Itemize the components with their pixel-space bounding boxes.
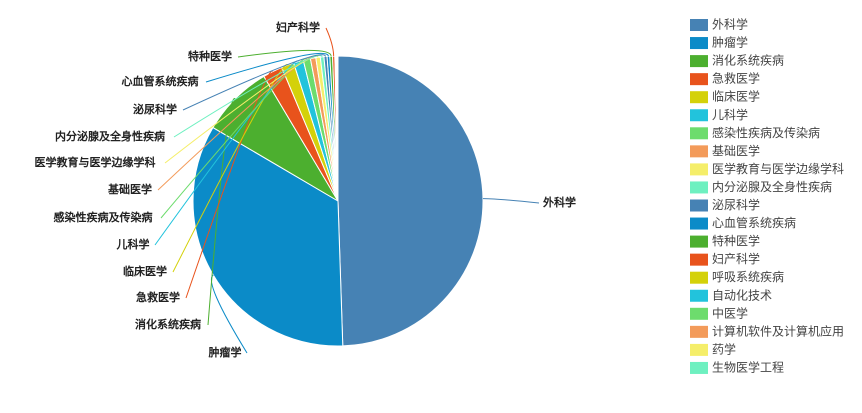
legend-swatch: [690, 19, 708, 31]
legend-label: 特种医学: [712, 233, 760, 248]
legend-swatch: [690, 236, 708, 248]
slice-label: 内分泌腺及全身性疾病: [55, 129, 165, 143]
legend-swatch: [690, 308, 708, 320]
legend-swatch: [690, 218, 708, 230]
legend-label: 妇产科学: [712, 251, 760, 266]
slice-label: 临床医学: [123, 264, 167, 278]
legend-swatch: [690, 73, 708, 85]
legend-label: 生物医学工程: [712, 359, 784, 374]
legend-label: 心血管系统疾病: [712, 215, 796, 230]
legend-swatch: [690, 145, 708, 157]
legend-label: 儿科学: [712, 107, 748, 122]
legend-label: 临床医学: [712, 89, 760, 104]
legend-swatch: [690, 55, 708, 67]
legend-swatch: [690, 91, 708, 103]
legend-label: 自动化技术: [712, 288, 772, 302]
legend-swatch: [690, 254, 708, 266]
pie-slice: [338, 56, 483, 346]
slice-label: 泌尿科学: [133, 102, 177, 116]
legend-label: 医学教育与医学边缘学科: [712, 161, 844, 176]
legend-swatch: [690, 362, 708, 374]
legend-label: 感染性疾病及传染病: [712, 125, 820, 140]
slice-label: 妇产科学: [275, 20, 320, 34]
slice-label: 心血管系统疾病: [122, 74, 199, 88]
legend-swatch: [690, 272, 708, 284]
legend-label: 肿瘤学: [712, 35, 748, 50]
slice-label: 外科学: [542, 195, 576, 209]
slice-label: 基础医学: [107, 182, 152, 196]
legend-swatch: [690, 181, 708, 193]
legend-swatch: [690, 344, 708, 356]
legend-label: 基础医学: [712, 143, 760, 158]
legend-label: 呼吸系统疾病: [712, 269, 784, 284]
legend-swatch: [690, 326, 708, 338]
legend-label: 急救医学: [712, 71, 760, 86]
legend-swatch: [690, 109, 708, 121]
legend-swatch: [690, 37, 708, 49]
slice-label: 特种医学: [188, 49, 232, 63]
legend-label: 泌尿科学: [712, 197, 760, 212]
legend-label: 计算机软件及计算机应用: [712, 323, 844, 338]
legend-swatch: [690, 290, 708, 302]
legend-swatch: [690, 127, 708, 139]
legend-label: 消化系统疾病: [712, 53, 784, 68]
slice-label: 肿瘤学: [209, 345, 242, 359]
legend-label: 药学: [712, 341, 736, 356]
legend-label: 中医学: [712, 305, 748, 320]
leader-line: [483, 199, 539, 203]
legend-label: 内分泌腺及全身性疾病: [712, 179, 832, 194]
legend-swatch: [690, 200, 708, 212]
slice-label: 医学教育与医学边缘学科: [35, 155, 156, 169]
legend-swatch: [690, 163, 708, 175]
slice-label: 儿科学: [116, 237, 150, 251]
slice-label: 急救医学: [136, 290, 180, 304]
slice-label: 消化系统疾病: [135, 317, 201, 331]
slice-label: 感染性疾病及传染病: [54, 210, 153, 224]
legend-label: 外科学: [712, 17, 748, 32]
